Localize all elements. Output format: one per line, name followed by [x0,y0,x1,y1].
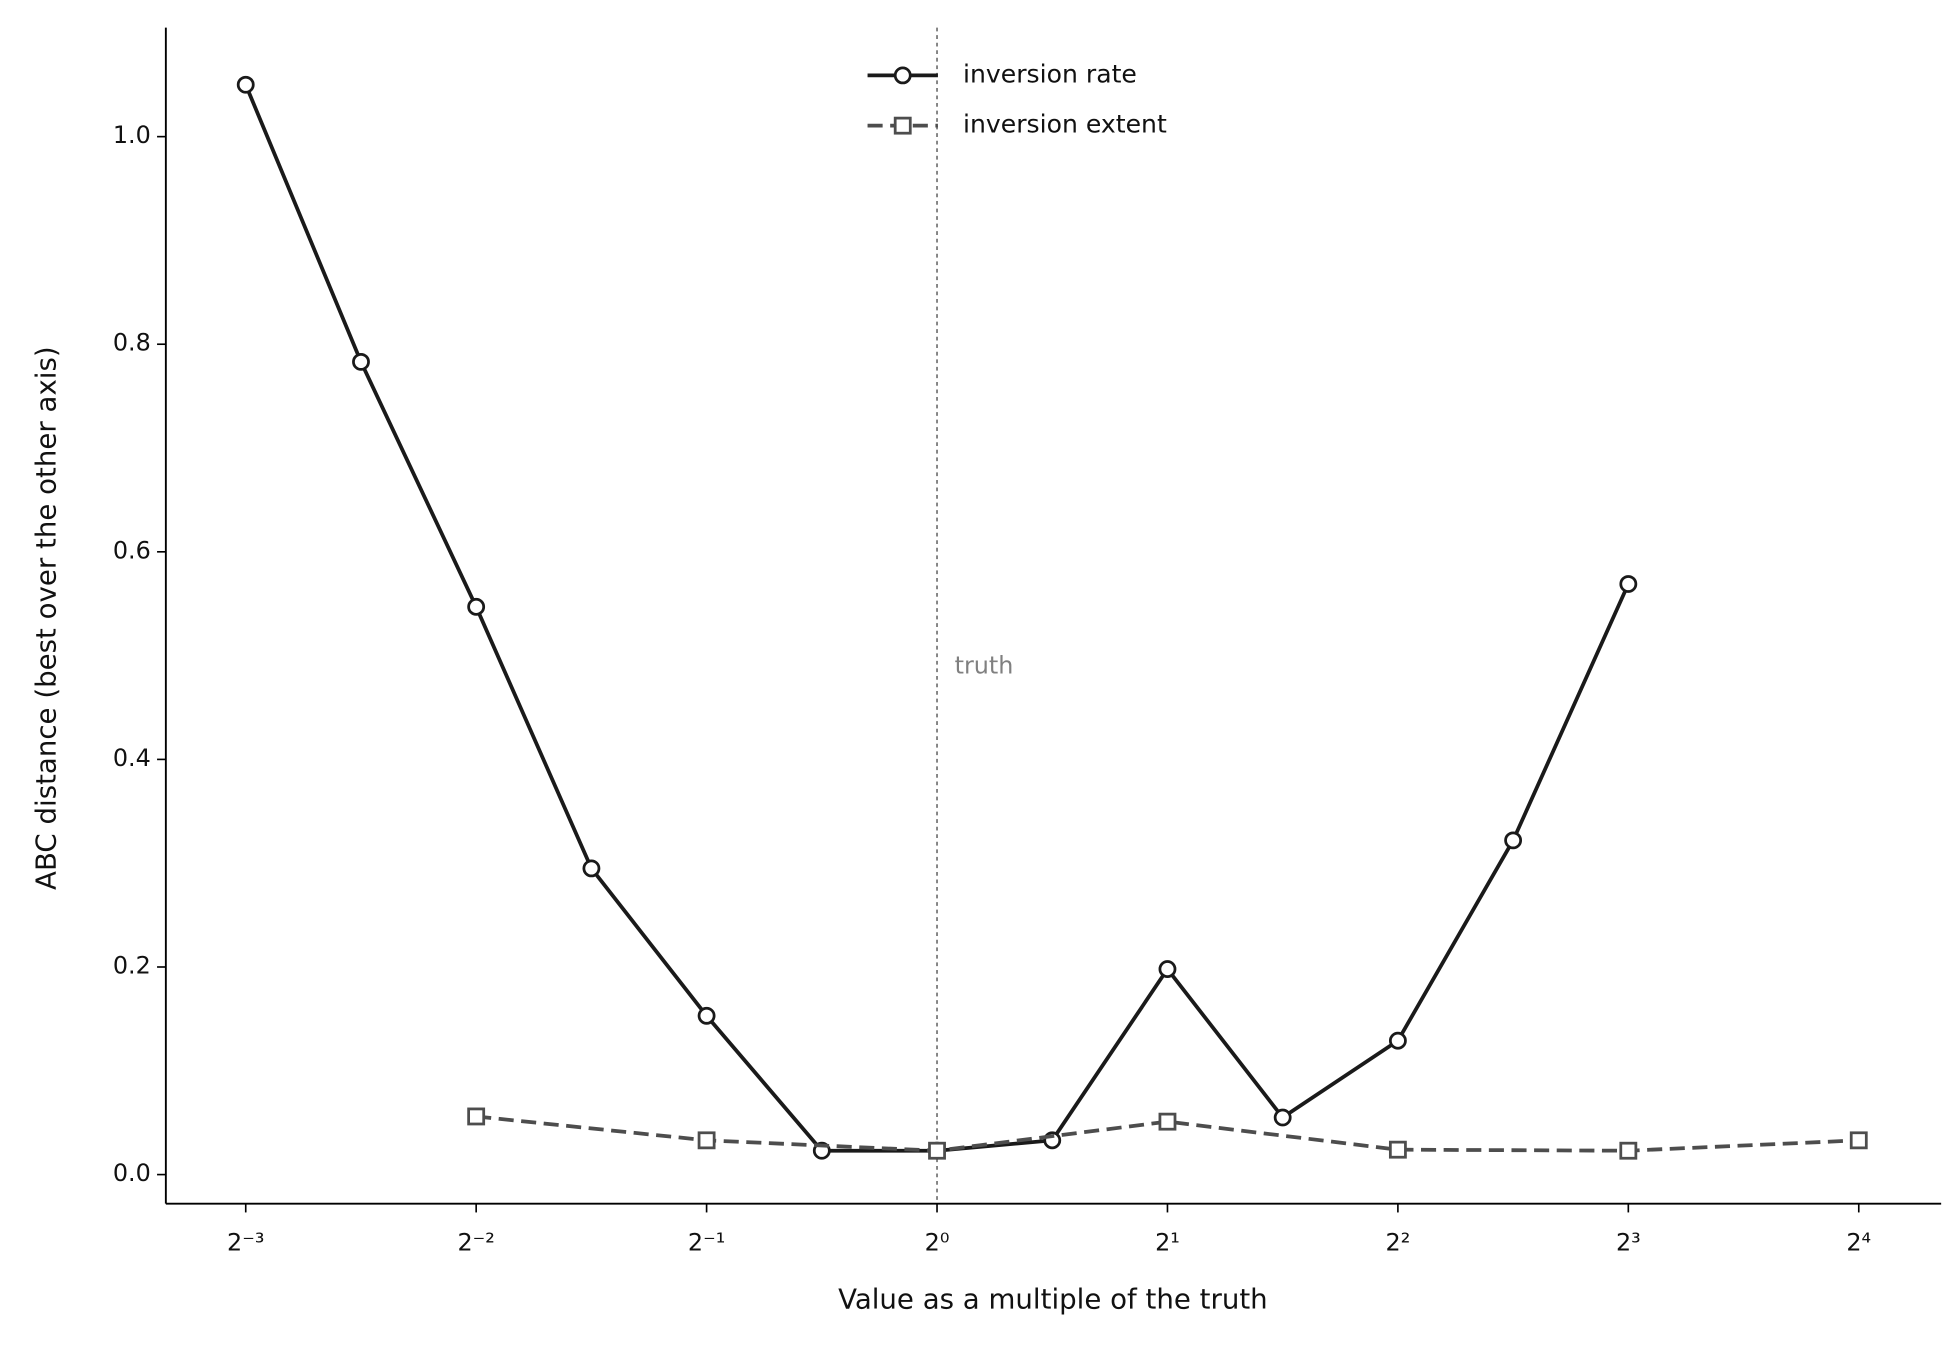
data-point [1388,1140,1407,1159]
data-point [1273,1108,1292,1127]
data-point [1849,1131,1868,1150]
x-tick-label: 2⁻² [457,1228,494,1256]
data-point [467,1107,486,1126]
data-point [1388,1031,1407,1050]
data-point [1158,960,1177,978]
data-point [352,352,370,371]
y-tick-label: 0.8 [113,329,151,357]
data-point [1504,831,1523,850]
data-point [1619,575,1638,593]
x-tick-label: 2⁰ [925,1228,950,1256]
data-point [236,75,255,94]
x-tick-label: 2³ [1616,1228,1641,1256]
legend-marker [893,116,912,135]
x-tick-label: 2¹ [1155,1228,1180,1256]
y-tick-label: 0.6 [113,536,151,564]
legend-label: inversion extent [963,110,1167,139]
annotation: truth [955,652,1014,680]
data-point [1619,1141,1638,1160]
y-axis-label: ABC distance (best over the other axis) [30,346,63,890]
x-tick-label: 2⁻¹ [688,1228,725,1256]
x-tick-label: 2² [1386,1228,1411,1256]
legend-label: inversion rate [963,59,1137,88]
data-point [1158,1112,1177,1131]
data-point [467,597,486,616]
x-tick-label: 2⁻³ [227,1228,264,1256]
x-axis-label: Value as a multiple of the truth [838,1282,1268,1315]
data-point [582,859,601,878]
y-tick-label: 0.0 [113,1159,151,1187]
legend-marker [893,66,912,85]
data-point [928,1141,946,1160]
data-point [697,1006,716,1025]
data-point [697,1131,716,1150]
x-tick-label: 2⁴ [1846,1228,1871,1256]
y-tick-label: 0.4 [113,744,151,772]
y-tick-label: 0.2 [113,951,151,979]
y-tick-label: 1.0 [113,121,151,149]
